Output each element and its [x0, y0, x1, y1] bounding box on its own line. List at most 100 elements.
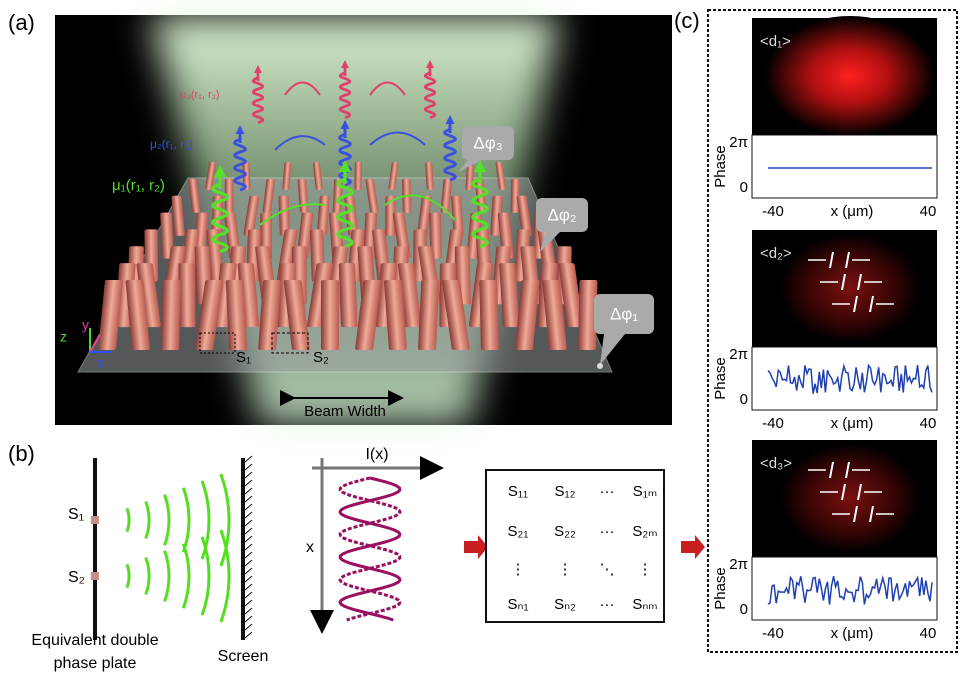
mu3-label: μ₃(r₁, r₂) [180, 89, 220, 101]
arrow [681, 535, 705, 559]
s2-label: S₂ [313, 349, 329, 366]
y-tick-label: 0 [740, 601, 748, 618]
s2-label: S₂ [68, 569, 85, 586]
y-axis-label: Phase [712, 145, 729, 188]
x-label: x [306, 539, 314, 556]
hatch [245, 584, 252, 590]
matrix-entry: S₁ₘ [633, 483, 657, 500]
intensity-label: I(x) [365, 446, 388, 463]
hatch [245, 480, 252, 486]
pillar [339, 263, 358, 327]
x-tick-label: -40 [762, 625, 784, 642]
y-tick-label: 0 [740, 391, 748, 408]
hatch [245, 488, 252, 494]
hatch [245, 456, 252, 462]
x-axis-label: x (μm) [831, 415, 874, 432]
pillar [418, 280, 439, 350]
axis-z-label: z [60, 329, 67, 345]
wavefront [146, 557, 149, 594]
hatch [245, 472, 252, 478]
wavefronts [127, 474, 229, 622]
dphi1-label: Δφ₁ [610, 304, 638, 323]
hatch [245, 592, 252, 598]
phase-plot [752, 135, 937, 198]
wavefront [202, 537, 209, 615]
matrix-entry: S₁₁ [508, 483, 528, 500]
hatch [245, 504, 252, 510]
pillar [226, 280, 247, 350]
wavefront [165, 495, 169, 546]
hatch [245, 560, 252, 566]
wavefront [127, 564, 129, 587]
matrix-entry: ··· [600, 483, 615, 500]
panel-label: (c) [674, 8, 700, 33]
y-tick-label: 2π [729, 556, 748, 573]
hatch [245, 464, 252, 470]
x-tick-label: 40 [920, 415, 937, 432]
hatch [245, 552, 252, 558]
hatch [245, 608, 252, 614]
matrix-entry: ··· [600, 596, 615, 613]
dphi2-label: Δφ₂ [548, 205, 577, 224]
matrix-entry: S₂₂ [554, 523, 576, 540]
matrix-entry: ⋮ [638, 561, 653, 578]
matrix-entry: ⋱ [600, 561, 615, 578]
hatch [245, 528, 252, 534]
figure: (a) μ₃(r₁, r₂) μ₂(r₁, r₂) μ₁(r₁, r₂) Δφ₃… [0, 0, 961, 677]
wavefront [183, 488, 189, 552]
hatch [245, 512, 252, 518]
s1-label: S₁ [68, 506, 84, 523]
slit [91, 572, 99, 580]
matrix-entry: S₁₂ [555, 483, 576, 500]
wavefront [165, 551, 169, 602]
y-tick-label: 2π [729, 134, 748, 151]
screen-hatching [245, 456, 252, 638]
x-axis-label: x (μm) [831, 625, 874, 642]
wavefront [183, 544, 189, 608]
matrix-entry: Sₙₘ [632, 596, 657, 613]
x-tick-label: -40 [762, 415, 784, 432]
wavefront [146, 501, 149, 538]
y-axis-label: Phase [712, 357, 729, 400]
hatch [245, 624, 252, 630]
y-tick-label: 0 [740, 179, 748, 196]
panel-label: (a) [8, 10, 35, 35]
image-label: <d₁> [760, 33, 791, 50]
matrix-entry: S₂ₘ [632, 523, 657, 540]
hatch [245, 496, 252, 502]
hatch [245, 520, 252, 526]
hatch [245, 600, 252, 606]
dphi3-label: Δφ₃ [473, 133, 502, 152]
hatch [245, 568, 252, 574]
wavefront [127, 508, 129, 531]
image-label: <d₃> [760, 455, 792, 472]
pillar [355, 162, 362, 190]
fringe-profile [340, 478, 400, 620]
y-axis-label: Phase [712, 567, 729, 610]
fringe [340, 478, 400, 620]
mu1-label: μ₁(r₁, r₂) [112, 177, 165, 194]
plate-label: Equivalent double [31, 632, 158, 649]
matrix-entry: ··· [600, 523, 615, 540]
pillar [161, 280, 181, 350]
x-tick-label: 40 [920, 625, 937, 642]
axis-y-label: y [82, 317, 89, 333]
pillar [178, 263, 195, 327]
hatch [245, 616, 252, 622]
matrix-entry: Sₙ₂ [554, 596, 576, 613]
pillar [321, 280, 339, 350]
pillar [479, 280, 499, 350]
mu2-label: μ₂(r₁, r₂) [150, 137, 193, 151]
x-tick-label: 40 [920, 203, 937, 220]
x-axis-label: x (μm) [831, 203, 874, 220]
matrix-entry: S₂₁ [508, 523, 529, 540]
hatch [245, 576, 252, 582]
matrix-entry: ⋮ [558, 561, 573, 578]
plate-label: phase plate [54, 655, 137, 672]
slit [91, 516, 99, 524]
arrow [464, 535, 488, 559]
image-label: <d₂> [760, 245, 792, 262]
panel-label: (b) [8, 441, 35, 466]
s1-label: S₁ [236, 349, 251, 366]
